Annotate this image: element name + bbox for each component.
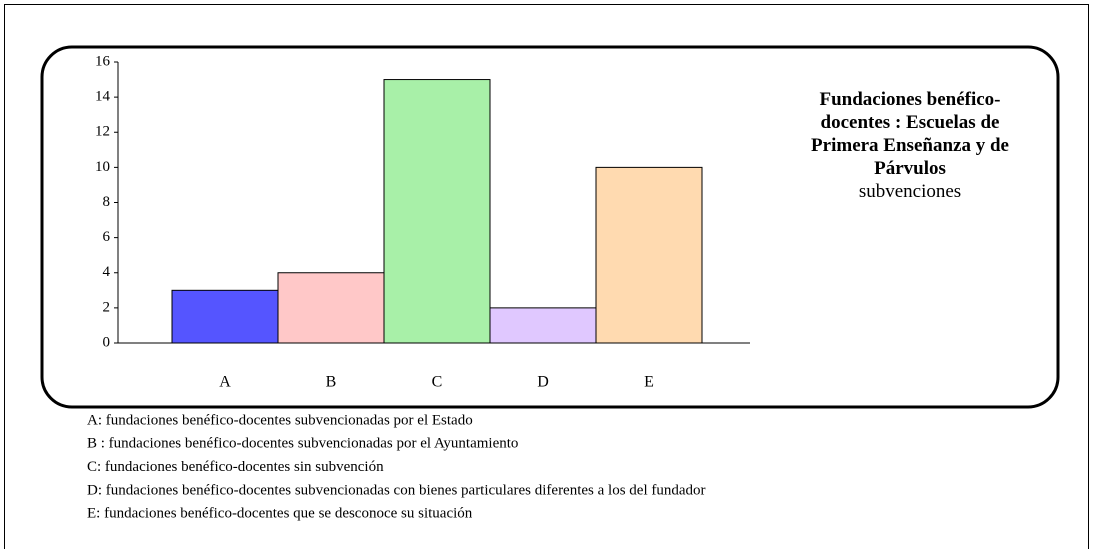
- note: C: fundaciones benéfico-docentes sin sub…: [87, 459, 384, 475]
- bar: [489, 307, 597, 344]
- y-tick-label: 0: [103, 334, 111, 350]
- y-tick-label: 10: [95, 159, 110, 175]
- chart-title: Fundaciones benéfico-docentes : Escuelas…: [811, 89, 1009, 179]
- x-tick-label: E: [644, 374, 654, 391]
- x-tick-label: C: [432, 374, 443, 391]
- note: B : fundaciones benéfico-docentes subven…: [87, 436, 518, 452]
- chart-subtitle: subvenciones: [858, 181, 962, 202]
- y-tick-label: 14: [95, 89, 111, 105]
- bar: [171, 289, 279, 344]
- frame: [4, 4, 1089, 549]
- y-tick-label: 12: [95, 124, 110, 140]
- chart-box: [40, 45, 1060, 409]
- bar: [383, 79, 491, 344]
- title-box: Fundaciones benéfico-docentes : Escuelas…: [770, 88, 1050, 203]
- x-tick-label: B: [326, 374, 337, 391]
- note: D: fundaciones benéfico-docentes subvenc…: [87, 482, 706, 498]
- y-tick-label: 4: [103, 264, 111, 280]
- bar: [277, 272, 385, 344]
- y-tick-label: 16: [95, 53, 111, 69]
- x-tick-label: A: [219, 374, 231, 391]
- y-tick-label: 2: [103, 299, 111, 315]
- bar: [595, 166, 703, 344]
- note: E: fundaciones benéfico-docentes que se …: [87, 506, 473, 522]
- x-tick-label: D: [537, 374, 549, 391]
- y-tick-label: 8: [103, 194, 111, 210]
- y-tick-label: 6: [103, 229, 111, 245]
- note: A: fundaciones benéfico-docentes subvenc…: [87, 412, 473, 428]
